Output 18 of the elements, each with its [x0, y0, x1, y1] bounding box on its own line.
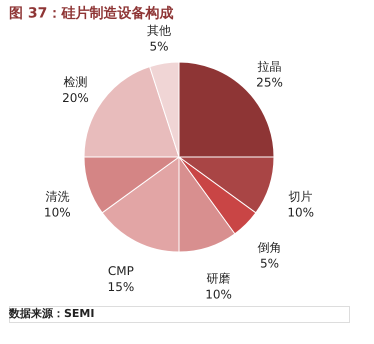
slice-label: 拉晶	[258, 59, 282, 74]
chart-title: 图 37：硅片制造设备构成	[9, 6, 174, 22]
slice-label: 切片	[288, 190, 313, 204]
source-note: 数据来源：SEMI	[8, 307, 94, 320]
data-label: 10%	[44, 206, 71, 220]
slice-label: CMP	[108, 264, 134, 278]
slice-label: 检测	[63, 74, 88, 89]
data-label: 5%	[260, 256, 280, 271]
data-label: 10%	[205, 288, 232, 302]
slice-label: 其他	[146, 24, 171, 38]
slice-label: 倒角	[258, 240, 282, 255]
data-label: 5%	[149, 40, 168, 54]
data-label: 20%	[62, 90, 89, 105]
slice-label: 研磨	[206, 272, 231, 286]
data-label: 15%	[108, 280, 134, 294]
slice-label: 清洗	[45, 190, 70, 204]
data-label: 25%	[256, 75, 283, 90]
data-label: 10%	[287, 206, 314, 220]
